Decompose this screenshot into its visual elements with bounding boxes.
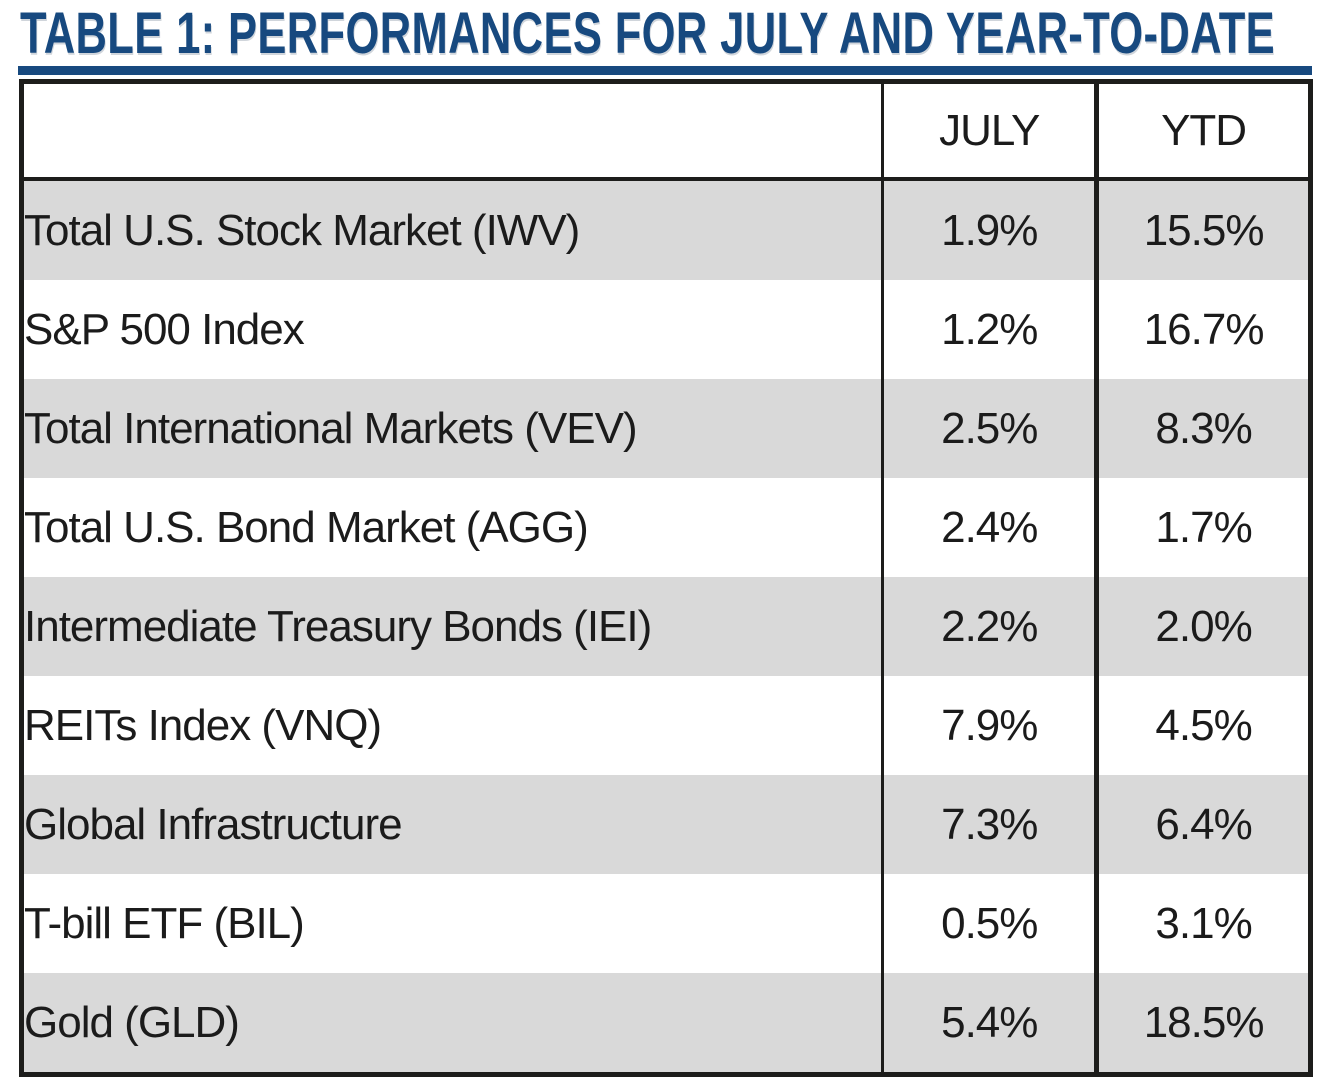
table-row: S&P 500 Index 1.2% 16.7%	[21, 280, 1311, 379]
table-row: Intermediate Treasury Bonds (IEI) 2.2% 2…	[21, 577, 1311, 676]
row-label-cell: Total International Markets (VEV)	[24, 403, 638, 453]
ytd-value-cell: 18.5%	[1094, 973, 1311, 1075]
title-underline-bar	[18, 66, 1312, 75]
ytd-column-header: YTD	[1094, 81, 1311, 181]
table-row: Gold (GLD) 5.4% 18.5%	[21, 973, 1311, 1075]
ytd-value-cell: 16.7%	[1094, 280, 1311, 379]
table-header-row: JULY YTD	[21, 81, 1311, 181]
ytd-value-cell: 6.4%	[1094, 775, 1311, 874]
row-label-cell: T-bill ETF (BIL)	[24, 898, 305, 948]
row-label-cell: Total U.S. Bond Market (AGG)	[24, 502, 589, 552]
table-row: REITs Index (VNQ) 7.9% 4.5%	[21, 676, 1311, 775]
row-label-cell: REITs Index (VNQ)	[24, 700, 382, 750]
july-value-cell: 7.3%	[881, 775, 1097, 874]
row-label-cell: Gold (GLD)	[24, 997, 240, 1047]
july-value-cell: 1.2%	[881, 280, 1097, 379]
july-value-cell: 7.9%	[881, 676, 1097, 775]
ytd-value-cell: 3.1%	[1094, 874, 1311, 973]
july-value-cell: 5.4%	[881, 973, 1097, 1075]
table-title: TABLE 1: PERFORMANCES FOR JULY AND YEAR-…	[20, 1, 1276, 66]
ytd-value-cell: 2.0%	[1094, 577, 1311, 676]
july-value-cell: 0.5%	[881, 874, 1097, 973]
july-column-header: JULY	[881, 81, 1097, 181]
july-value-cell: 2.2%	[881, 577, 1097, 676]
july-value-cell: 2.4%	[881, 478, 1097, 577]
july-value-cell: 1.9%	[881, 179, 1097, 280]
row-label-cell: Total U.S. Stock Market (IWV)	[24, 205, 580, 255]
table-row: Global Infrastructure 7.3% 6.4%	[21, 775, 1311, 874]
empty-corner-cell	[21, 81, 883, 181]
ytd-value-cell: 15.5%	[1094, 179, 1311, 280]
row-label-cell: Global Infrastructure	[24, 799, 403, 849]
row-label-cell: Intermediate Treasury Bonds (IEI)	[24, 601, 652, 651]
ytd-value-cell: 8.3%	[1094, 379, 1311, 478]
table-row: T-bill ETF (BIL) 0.5% 3.1%	[21, 874, 1311, 973]
july-value-cell: 2.5%	[881, 379, 1097, 478]
row-label-cell: S&P 500 Index	[24, 304, 305, 354]
ytd-value-cell: 4.5%	[1094, 676, 1311, 775]
ytd-value-cell: 1.7%	[1094, 478, 1311, 577]
performance-table: JULY YTD Total U.S. Stock Market (IWV) 1…	[19, 79, 1313, 1077]
table-row: Total U.S. Bond Market (AGG) 2.4% 1.7%	[21, 478, 1311, 577]
table-row: Total U.S. Stock Market (IWV) 1.9% 15.5%	[21, 179, 1311, 280]
table-row: Total International Markets (VEV) 2.5% 8…	[21, 379, 1311, 478]
